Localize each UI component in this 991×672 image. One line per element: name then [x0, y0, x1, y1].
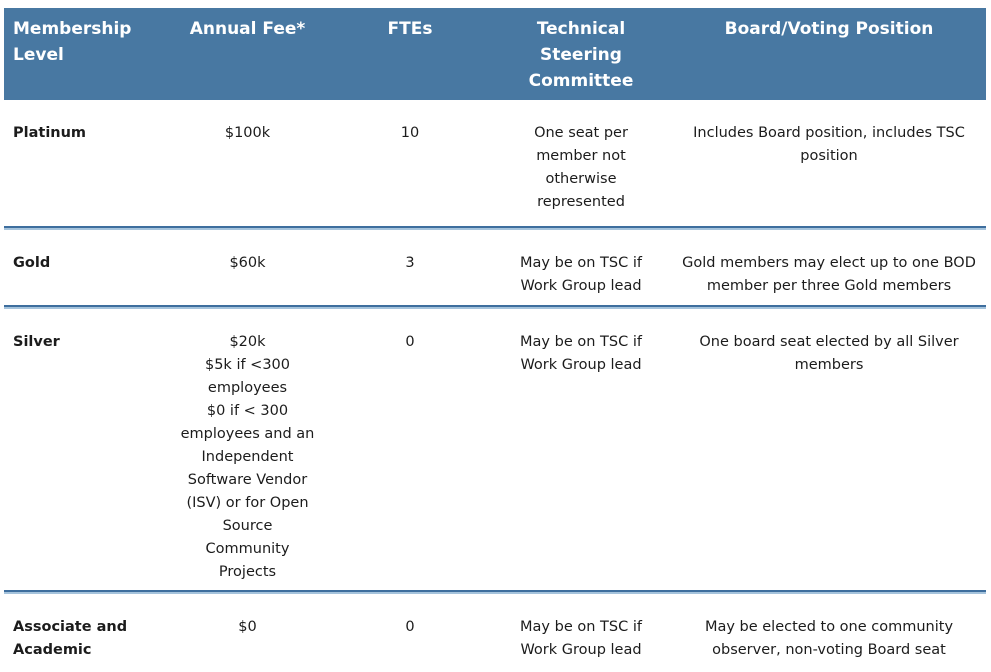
row-separator [4, 590, 986, 594]
cell-board-voting: Gold members may elect up to one BOD mem… [682, 255, 976, 294]
cell-ftes: 0 [405, 619, 415, 635]
cell-annual-fee: $100k [224, 125, 271, 141]
cell-tsc: May be on TSC if Work Group lead [520, 255, 642, 294]
column-header-annual-fee: Annual Fee* [189, 19, 306, 39]
cell-ftes: 3 [405, 255, 415, 271]
cell-level: Silver [13, 334, 60, 350]
table-row-associate-academic: Associate and Academic $0 0 May be on TS… [4, 594, 986, 672]
cell-tsc: May be on TSC if Work Group lead [520, 334, 642, 373]
cell-board-voting: Includes Board position, includes TSC po… [693, 125, 965, 164]
cell-level: Associate and Academic [13, 619, 128, 658]
cell-annual-fee: $0 [238, 619, 257, 635]
column-header-membership-level: Membership Level [13, 19, 132, 65]
table-row-platinum: Platinum $100k 10 One seat per member no… [4, 100, 986, 226]
table-row-gold: Gold $60k 3 May be on TSC if Work Group … [4, 230, 986, 305]
column-header-board-voting-position: Board/Voting Position [724, 19, 934, 39]
cell-ftes: 0 [405, 334, 415, 350]
cell-tsc: May be on TSC if Work Group lead [520, 619, 642, 658]
cell-annual-fee: $20k $5k if <300 employees $0 if < 300 e… [180, 334, 315, 580]
row-separator [4, 305, 986, 309]
cell-annual-fee: $60k [229, 255, 266, 271]
row-separator [4, 226, 986, 230]
cell-tsc: One seat per member not otherwise repres… [534, 125, 628, 210]
membership-table: Membership Level Annual Fee* FTEs Techni… [4, 8, 986, 672]
cell-board-voting: May be elected to one community observer… [704, 619, 954, 658]
table-row-silver: Silver $20k $5k if <300 employees $0 if … [4, 309, 986, 590]
column-header-ftes: FTEs [387, 19, 433, 39]
column-header-technical-steering-committee: Technical Steering Committee [528, 19, 634, 91]
table-header-row: Membership Level Annual Fee* FTEs Techni… [4, 8, 986, 100]
cell-ftes: 10 [400, 125, 420, 141]
cell-level: Platinum [13, 125, 87, 141]
cell-board-voting: One board seat elected by all Silver mem… [699, 334, 959, 373]
cell-level: Gold [13, 255, 51, 271]
